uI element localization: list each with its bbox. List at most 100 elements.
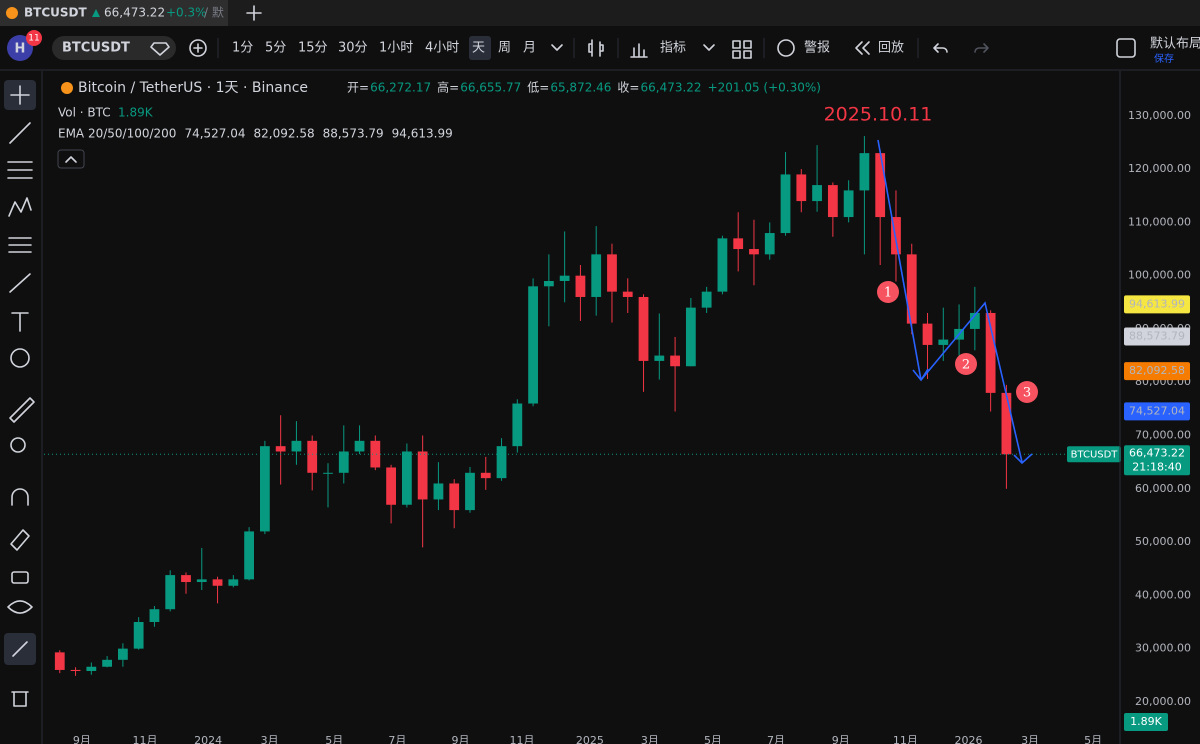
candle-body [575,275,586,297]
candle-body [685,307,696,367]
zoom-tool[interactable] [10,437,26,453]
ema-label: EMA 20/50/100/200 [58,127,176,141]
lock-draw-tool[interactable] [10,529,30,551]
interval[interactable]: 1分 [232,41,253,56]
price-badge [1124,295,1190,314]
undo[interactable] [933,43,948,53]
candle-body [196,579,207,583]
candle-body [607,254,617,292]
fib-tool[interactable] [7,161,33,179]
last-price-badge [1124,445,1190,476]
indicators[interactable]: 指标 [660,41,686,56]
x-tick-label: 11月 [893,734,918,744]
y-tick-label: 120,000.00 [1128,162,1191,175]
candle-body [449,483,460,511]
cursor-tool[interactable] [10,85,30,105]
candle-body [496,446,507,479]
measure-tool[interactable] [9,397,35,423]
interval[interactable]: 月 [523,41,536,56]
x-tick-label: 2025 [576,734,604,744]
x-tick-label: 11月 [132,734,157,744]
candle-body [102,659,112,667]
projection-tool[interactable] [8,237,32,253]
text-tool[interactable] [11,312,29,332]
tab-rest: / 默 [204,5,224,20]
link-tool[interactable] [12,641,28,657]
arrow-2 [920,301,1033,465]
candle-body [891,217,901,255]
x-tick-label: 3月 [641,734,659,744]
x-tick-label: 2026 [955,734,983,744]
interval[interactable]: 1小时 [379,41,413,56]
trendline-tool[interactable] [9,122,31,144]
volume-badge-label: 1.89K [1130,715,1162,728]
interval-menu[interactable] [551,44,563,51]
pattern-tool[interactable] [8,197,32,217]
ohlc-label: 高= [437,80,459,95]
interval[interactable]: 天 [472,41,485,56]
x-tick-label: 9月 [452,734,470,744]
x-tick-label: 9月 [73,734,91,744]
price-badge [1124,402,1190,421]
candle-body [291,440,302,452]
replay[interactable]: 回放 [878,41,904,56]
volume-badge [1124,713,1168,731]
brush-tool[interactable] [9,273,31,293]
symbol-search[interactable] [52,36,176,60]
icon-tool[interactable] [10,348,30,368]
candle-body [338,451,349,473]
interval[interactable]: 15分 [298,41,328,56]
interval[interactable]: 5分 [265,41,286,56]
interval[interactable]: 周 [498,41,511,56]
layout[interactable]: 默认布局 [1150,36,1200,52]
x-tick-label: 3月 [1021,734,1039,744]
ohlc-value: 66,655.77 [460,81,521,95]
ohlc-label: 收= [617,81,639,95]
y-tick-label: 70,000.00 [1135,429,1191,442]
diamond-icon[interactable] [150,42,170,56]
layout-icon[interactable] [1116,38,1136,58]
tab-change: +0.3% [166,6,207,20]
price-badge-label: 82,092.58 [1129,364,1185,377]
x-tick-label: 9月 [832,734,850,744]
candle-body [985,312,996,393]
collapse[interactable] [57,149,85,169]
legend-change: +201.05 (+0.30%) [708,81,821,95]
templates[interactable] [732,40,752,59]
visibility-tool[interactable] [7,600,33,614]
avatar[interactable] [7,35,33,61]
candle-body [323,472,333,474]
compare[interactable] [189,39,207,57]
redo[interactable] [974,43,989,53]
marker [877,281,899,303]
candle-body [386,467,396,505]
new-tab[interactable] [246,5,262,21]
y-tick-label: 100,000.00 [1128,269,1191,282]
indicator-menu[interactable] [703,44,715,51]
candle-body [70,669,81,672]
save[interactable]: 保存 [1154,52,1174,65]
candle-body [638,296,649,361]
candle-body [370,440,381,468]
candle-body [622,291,633,297]
candle-body [812,185,822,202]
tab[interactable] [0,0,228,26]
lock-tool[interactable] [11,571,29,584]
up-triangle [92,9,100,17]
price-badge-label: 74,527.04 [1129,404,1185,417]
candle-body [149,609,160,622]
delete-tool[interactable] [11,691,29,707]
alerts[interactable]: 警报 [804,40,830,56]
candle-body [780,174,791,234]
chart-type[interactable] [588,39,604,57]
marker-label: 3 [1023,386,1031,401]
vol-label: Vol · BTC [58,106,111,120]
interval[interactable]: 4小时 [425,41,459,56]
interval[interactable]: 30分 [338,41,368,56]
collapse-icon [65,156,77,163]
ohlc-value: 66,473.22 [640,81,701,95]
magnet-tool[interactable] [11,488,29,506]
y-tick-label: 30,000.00 [1135,642,1191,655]
x-tick-label: 7月 [388,734,406,744]
